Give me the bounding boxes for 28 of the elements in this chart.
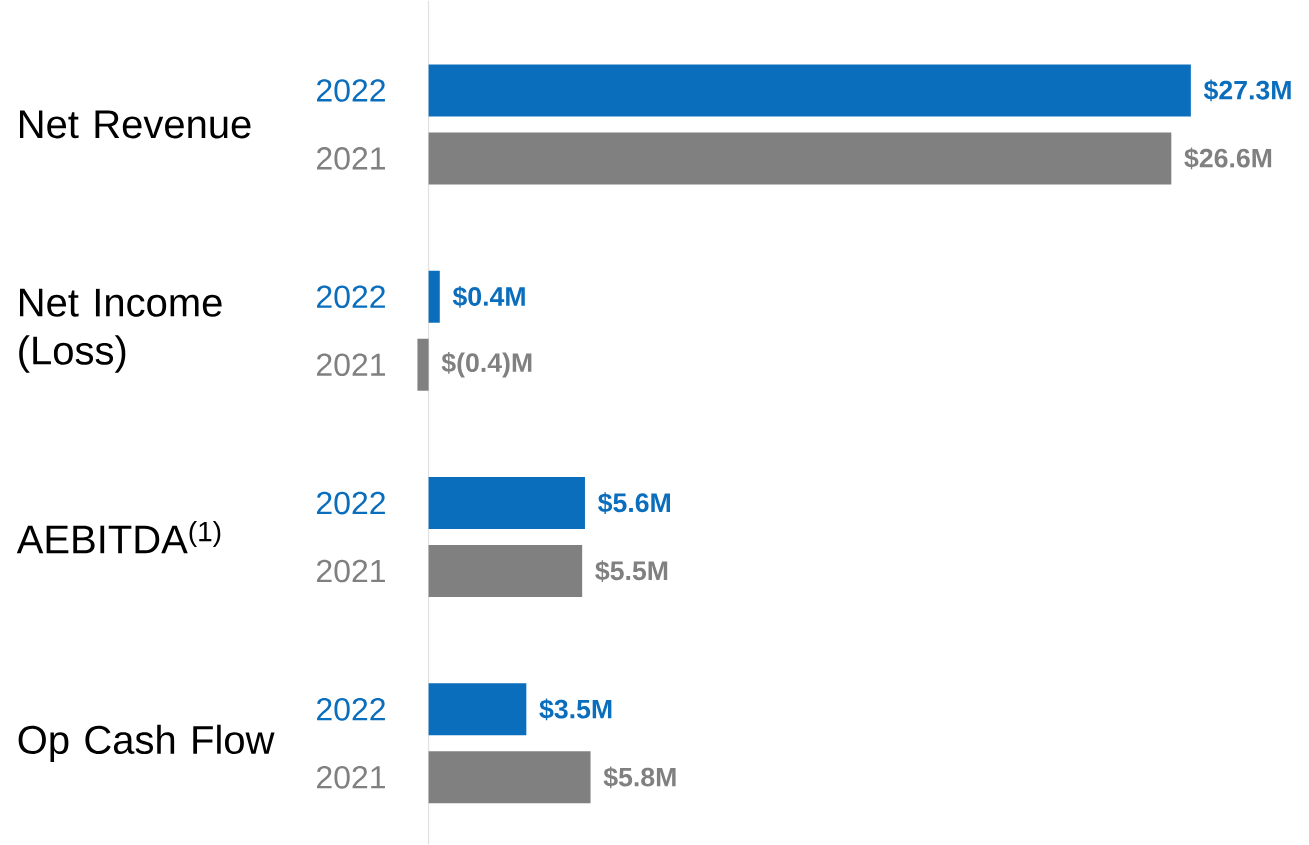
data-label: $5.5M	[595, 560, 668, 582]
text: 2021	[317, 559, 385, 583]
bar	[428, 751, 591, 804]
data-label: $(0.4)M	[441, 352, 532, 378]
bar	[428, 132, 1172, 185]
series-label: 2021	[317, 353, 385, 377]
text: 2022	[317, 491, 385, 515]
bar	[428, 64, 1191, 117]
series-label: 2022	[317, 79, 385, 102]
y-tick-label: Net Revenue	[19, 110, 251, 139]
bar	[428, 545, 583, 597]
text: 2022	[317, 698, 385, 721]
bar	[428, 683, 527, 736]
bar	[428, 270, 440, 323]
bar	[417, 338, 429, 391]
bar	[428, 477, 585, 529]
data-label: $26.6M	[1184, 147, 1272, 170]
text: 2022	[317, 285, 385, 309]
text: 2021	[317, 765, 385, 789]
y-tick-label: AEBITDA$^{(1)}$	[16, 520, 221, 554]
y-tick-label: Op Cash Flow	[18, 724, 275, 762]
text: 2021	[317, 147, 385, 170]
data-label: $5.6M	[598, 492, 670, 514]
data-label: $0.4M	[452, 285, 525, 308]
data-label: $5.8M	[603, 766, 676, 789]
y-tick-label: Net Income (Loss)	[19, 288, 222, 373]
data-label: $3.5M	[539, 698, 612, 721]
data-label: $27.3M	[1203, 79, 1291, 102]
